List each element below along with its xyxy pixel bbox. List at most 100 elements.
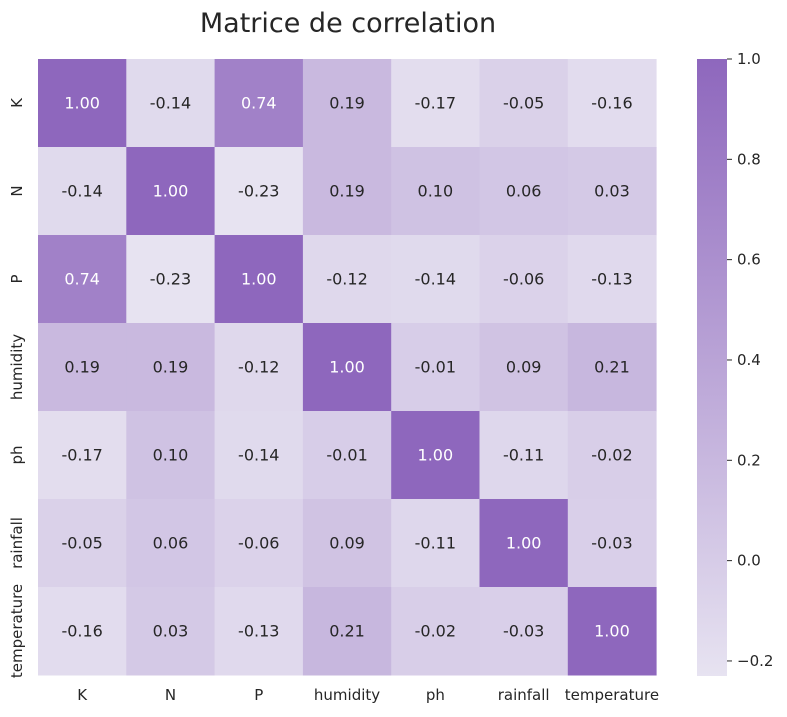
heatmap-cell (302, 147, 392, 236)
heatmap-cell (391, 499, 480, 588)
heatmap-cell (567, 499, 657, 588)
cell-value-label: 0.19 (153, 358, 189, 377)
cell-value-label: -0.06 (238, 534, 279, 553)
cell-value-label: -0.14 (150, 94, 191, 113)
cell-value-label: -0.02 (415, 622, 456, 641)
heatmap-cell (38, 323, 127, 412)
cell-value-label: 0.09 (506, 358, 542, 377)
cell-value-label: -0.16 (61, 622, 102, 641)
heatmap-cell (391, 323, 480, 412)
y-tick-label: rainfall (8, 517, 26, 569)
heatmap-cell (126, 587, 216, 676)
heatmap-cell (479, 587, 569, 676)
heatmap-cell (479, 147, 569, 236)
heatmap-cell (214, 323, 304, 412)
cell-value-label: 1.00 (594, 622, 630, 641)
cell-value-label: -0.16 (591, 94, 632, 113)
cell-value-label: -0.01 (415, 358, 456, 377)
cell-value-label: -0.23 (238, 182, 279, 201)
cell-value-label: 1.00 (241, 270, 277, 289)
heatmap-cell (479, 323, 569, 412)
colorbar: −0.2 0.0 0.2 0.4 0.6 0.8 1.0 (697, 50, 773, 676)
cell-value-label: -0.17 (61, 446, 102, 465)
y-tick-label: P (8, 274, 26, 283)
heatmap-cell (391, 147, 480, 236)
heatmap-cell (126, 59, 216, 148)
colorbar-tick-label: 0.2 (737, 451, 761, 469)
cell-value-label: 1.00 (418, 446, 454, 465)
x-tick-label: P (254, 686, 263, 704)
heatmap-cell (214, 587, 304, 676)
heatmap-cell (38, 147, 127, 236)
cell-value-label: -0.14 (61, 182, 102, 201)
heatmap-cell (391, 411, 480, 500)
heatmap-cell (38, 499, 127, 588)
heatmap-cell (214, 59, 304, 148)
cell-value-label: 0.06 (506, 182, 542, 201)
cell-value-label: 0.10 (418, 182, 454, 201)
heatmap-cell (391, 59, 480, 148)
cell-value-label: -0.12 (238, 358, 279, 377)
cell-value-label: 0.03 (594, 182, 630, 201)
cell-value-label: -0.17 (415, 94, 456, 113)
heatmap-cell (214, 235, 304, 324)
heatmap-cell (567, 235, 657, 324)
heatmap-cell (302, 499, 392, 588)
heatmap-cell (479, 59, 569, 148)
cell-value-label: 0.74 (64, 270, 100, 289)
heatmap-cell (302, 411, 392, 500)
colorbar-tick-label: 0.4 (737, 351, 761, 369)
heatmap-cell (126, 411, 216, 500)
cell-value-label: -0.05 (61, 534, 102, 553)
heatmap-cell (126, 147, 216, 236)
cell-value-label: -0.14 (415, 270, 456, 289)
y-tick-label: N (8, 185, 26, 196)
heatmap-cell (567, 323, 657, 412)
cell-value-label: 1.00 (506, 534, 542, 553)
y-tick-label: ph (8, 445, 26, 464)
cell-value-label: -0.14 (238, 446, 279, 465)
x-tick-label: ph (426, 686, 445, 704)
cell-value-label: 0.10 (153, 446, 189, 465)
heatmap-cell (38, 587, 127, 676)
heatmap-cell (214, 147, 304, 236)
colorbar-tick-label: 0.0 (737, 552, 761, 570)
cell-value-label: 0.19 (329, 182, 365, 201)
heatmap-cell (391, 587, 480, 676)
cell-value-label: -0.01 (326, 446, 367, 465)
cell-value-label: -0.23 (150, 270, 191, 289)
cell-value-label: 0.03 (153, 622, 189, 641)
cell-value-label: 0.09 (329, 534, 365, 553)
x-tick-label: temperature (565, 686, 659, 704)
cell-value-label: -0.03 (503, 622, 544, 641)
cell-value-label: 0.21 (329, 622, 365, 641)
cell-value-label: -0.12 (326, 270, 367, 289)
x-tick-label: K (77, 686, 88, 704)
x-tick-label: humidity (314, 686, 380, 704)
heatmap-cell (214, 499, 304, 588)
cell-value-label: 0.19 (329, 94, 365, 113)
cell-value-label: 0.21 (594, 358, 630, 377)
heatmap-cell (302, 587, 392, 676)
y-tick-label: K (8, 97, 26, 108)
heatmap-cell (391, 235, 480, 324)
heatmap-cell (302, 235, 392, 324)
heatmap-cell (38, 235, 127, 324)
cell-value-label: -0.13 (238, 622, 279, 641)
cell-value-label: -0.03 (591, 534, 632, 553)
heatmap-cell (567, 587, 657, 676)
colorbar-gradient (697, 59, 727, 676)
y-tick-label: temperature (8, 584, 26, 678)
cell-value-label: -0.13 (591, 270, 632, 289)
heatmap-cell (302, 323, 392, 412)
heatmap-cell (567, 59, 657, 148)
cell-value-label: -0.11 (415, 534, 456, 553)
cell-value-label: -0.02 (591, 446, 632, 465)
heatmap-cell (214, 411, 304, 500)
cell-value-label: 0.19 (64, 358, 100, 377)
cell-value-label: 1.00 (153, 182, 189, 201)
heatmap-cell (479, 411, 569, 500)
